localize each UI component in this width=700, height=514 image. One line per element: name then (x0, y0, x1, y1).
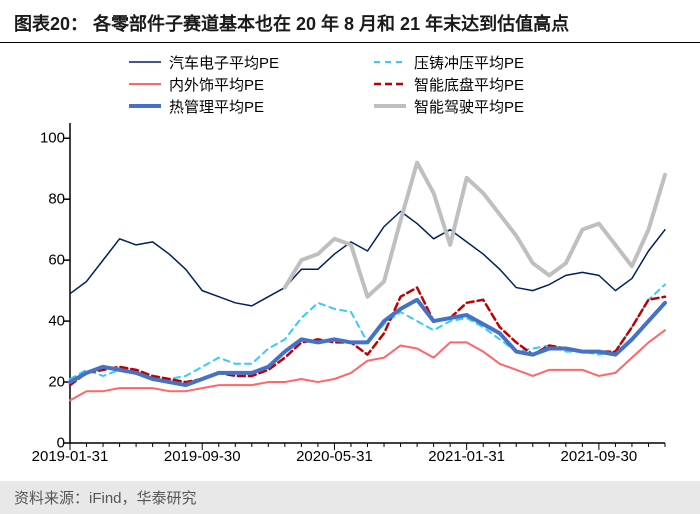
source-text: 资料来源：iFind，华泰研究 (0, 481, 700, 514)
series-line (285, 163, 665, 297)
x-tick-label: 2019-01-31 (32, 448, 109, 465)
legend-item: 热管理平均PE (127, 95, 372, 117)
chart-title: 图表20： 各零部件子赛道基本也在 20 年 8 月和 21 年末达到估值高点 (0, 0, 700, 43)
x-tick-label: 2021-01-31 (428, 448, 505, 465)
y-tick-label: 100 (30, 130, 65, 147)
legend-item: 智能底盘平均PE (372, 73, 617, 95)
y-tick-label: 20 (30, 374, 65, 391)
legend-label: 汽车电子平均PE (169, 52, 279, 73)
legend: 汽车电子平均PE 压铸冲压平均PE 内外饰平均PE 智能底盘平均PE 热管理平均PE 智能… (127, 51, 617, 117)
legend-item: 汽车电子平均PE (127, 51, 372, 73)
legend-label: 智能底盘平均PE (414, 74, 524, 95)
plot-area (70, 123, 665, 443)
legend-item: 智能驾驶平均PE (372, 95, 617, 117)
x-tick-label: 2021-09-30 (561, 448, 638, 465)
legend-item: 压铸冲压平均PE (372, 51, 617, 73)
series-line (70, 300, 665, 385)
legend-label: 智能驾驶平均PE (414, 96, 524, 117)
chart-area: 汽车电子平均PE 压铸冲压平均PE 内外饰平均PE 智能底盘平均PE 热管理平均PE 智能… (0, 43, 700, 473)
y-tick-label: 80 (30, 191, 65, 208)
legend-label: 内外饰平均PE (169, 74, 264, 95)
y-tick-label: 60 (30, 252, 65, 269)
legend-label: 热管理平均PE (169, 96, 264, 117)
legend-label: 压铸冲压平均PE (414, 52, 524, 73)
x-tick-label: 2019-09-30 (164, 448, 241, 465)
legend-item: 内外饰平均PE (127, 73, 372, 95)
x-tick-label: 2020-05-31 (296, 448, 373, 465)
y-tick-label: 40 (30, 313, 65, 330)
